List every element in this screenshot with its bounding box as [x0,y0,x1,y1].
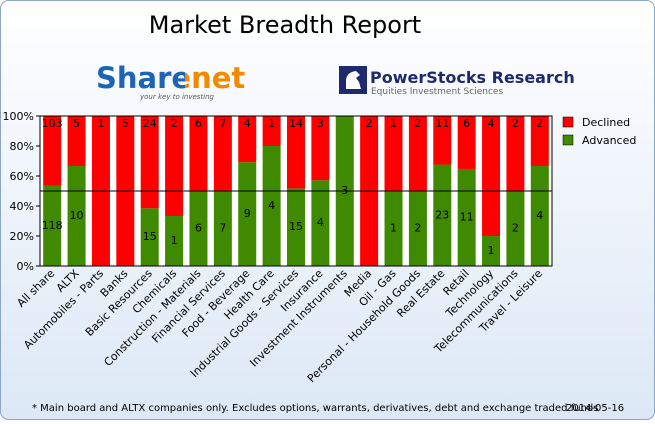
data-label: 14 [289,117,303,130]
data-label: 103 [42,117,63,130]
logo-left-tagline: your key to investing [139,93,215,101]
bar-segment [433,164,452,266]
data-label: 7 [219,117,226,130]
bar-segment [189,116,208,191]
bar-segment [262,146,281,266]
data-label: 7 [219,222,226,235]
data-label: 2 [414,117,421,130]
data-label: 2 [512,222,519,235]
data-label: 2 [366,117,373,130]
data-label: 2 [536,117,543,130]
data-label: 24 [143,117,157,130]
bar-segment [165,116,184,216]
data-label: 1 [268,117,275,130]
bar-segment [238,162,257,266]
bar-segment [140,116,159,209]
data-label: 15 [143,230,157,243]
data-label: 2 [512,117,519,130]
bar-segment [457,116,476,169]
bar-segment [189,191,208,266]
data-label: 1 [488,244,495,257]
logo-right: PowerStocks Research [370,68,575,87]
data-label: 4 [268,199,275,212]
bar-segment [43,185,62,266]
data-label: 4 [488,117,495,130]
y-tick-label: 20% [10,230,34,243]
logo-right-knight [346,71,361,89]
bar-segment [408,116,427,191]
bar-segment [140,208,159,266]
bar-segment [457,168,476,266]
data-label: 4 [536,209,543,222]
data-label: 9 [244,207,251,220]
bar-segment [311,180,330,266]
bar-segment [384,191,403,266]
data-label: 1 [97,117,104,130]
data-label: 23 [435,208,449,221]
data-label: 5 [73,117,80,130]
bar-segment [213,116,232,191]
data-label: 118 [42,219,63,232]
data-label: 2 [171,117,178,130]
bar-segment [482,116,501,236]
data-label: 11 [460,210,474,223]
bar-segment [530,116,549,166]
data-label: 3 [317,117,324,130]
y-tick-label: 80% [10,140,34,153]
y-tick-label: 100% [3,110,34,123]
y-tick-label: 0% [17,260,34,273]
bar-segment [433,116,452,165]
legend-label: Advanced [582,134,636,147]
logo-left: Sharenet [96,61,245,95]
bar-segment [506,191,525,266]
legend-swatch [562,134,574,146]
bar-segment [262,116,281,146]
data-label: 1 [390,117,397,130]
bar-segment [384,116,403,191]
bar-segment [67,116,86,166]
bar-segment [311,116,330,181]
bar-segment [165,216,184,266]
y-tick-label: 40% [10,200,34,213]
bar-segment [287,116,305,189]
data-label: 4 [317,216,324,229]
bar-segment [408,191,427,266]
data-label: 1 [390,222,397,235]
bar-segment [287,188,305,266]
data-label: 6 [463,117,470,130]
y-tick-label: 60% [10,170,34,183]
data-label: 4 [244,117,251,130]
data-label: 6 [195,222,202,235]
footnote: * Main board and ALTX companies only. Ex… [32,403,598,414]
data-label: 15 [289,220,303,233]
bar-segment [506,116,525,191]
bar-segment [43,116,62,186]
bar-segment [482,236,501,266]
data-label: 5 [122,117,129,130]
data-label: 6 [195,117,202,130]
date: 2014-05-16 [566,403,624,414]
plot-border [39,115,553,267]
logo-right-tagline: Equities Investment Sciences [371,87,503,97]
data-label: 1 [171,234,178,247]
chart-title: Market Breadth Report [149,11,421,39]
bar-segment [213,191,232,266]
legend-swatch [562,116,574,128]
data-label: 2 [414,222,421,235]
bar-segment [238,116,257,163]
data-label: 11 [435,117,449,130]
data-label: 10 [70,209,84,222]
legend-label: Declined [582,116,630,129]
